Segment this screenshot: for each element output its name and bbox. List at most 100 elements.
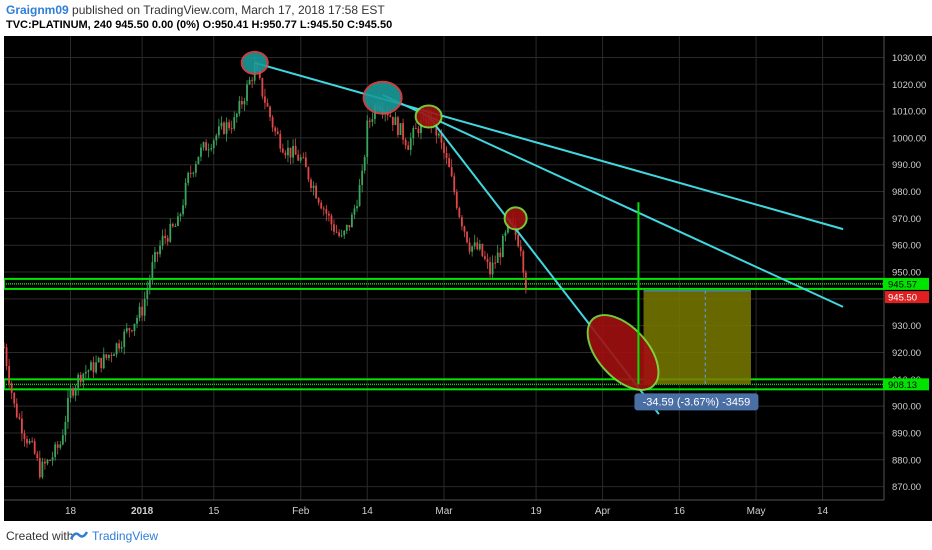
candle-body (225, 122, 228, 134)
publish-line: Graignm09 published on TradingView.com, … (6, 3, 385, 17)
candle-body (128, 328, 131, 331)
candle-body (466, 231, 468, 243)
candle-body (28, 440, 31, 444)
level-label: 908.13 (888, 380, 917, 391)
candle-body (491, 262, 494, 275)
candle-body (517, 234, 520, 247)
candle-body (304, 157, 307, 168)
candle-body (455, 192, 458, 208)
x-tick-label: 14 (817, 506, 829, 517)
candle-body (223, 122, 225, 134)
highlight-ellipse[interactable] (240, 50, 269, 75)
candle-body (59, 444, 62, 448)
candle-body (166, 238, 169, 242)
highlight-ellipse[interactable] (574, 302, 671, 402)
candle-body (437, 133, 440, 136)
trendline[interactable] (382, 94, 844, 308)
last-price-label: 945.50 (888, 293, 917, 304)
candle-body (333, 224, 335, 232)
candle-body (299, 157, 302, 161)
tradingview-brand-link[interactable]: TradingView (92, 529, 159, 543)
candle-body (269, 106, 271, 118)
candle-body (366, 120, 369, 158)
x-tick-label: 18 (65, 506, 77, 517)
candle-body (4, 347, 5, 349)
candle-body (320, 202, 323, 209)
candle-body (33, 441, 36, 454)
candle-body (5, 347, 8, 366)
candle-body (164, 235, 167, 239)
header: Graignm09 published on TradingView.com, … (0, 0, 932, 36)
candle-body (143, 298, 146, 316)
candle-body (212, 140, 215, 149)
candle-body (391, 116, 394, 126)
candle-body (233, 117, 236, 129)
y-tick-label: 980.00 (892, 187, 921, 198)
candle-body (484, 256, 486, 260)
candle-body (207, 149, 210, 151)
candle-body (412, 128, 415, 139)
candle-body (294, 146, 297, 155)
highlight-ellipse[interactable] (503, 206, 528, 231)
symbol-info-line: TVC:PLATINUM, 240 945.50 0.00 (0%) O:950… (6, 19, 393, 31)
candle-body (184, 182, 187, 206)
support-band[interactable] (4, 277, 885, 290)
x-tick-label: 14 (362, 506, 374, 517)
candle-body (115, 343, 118, 355)
candle-body (335, 231, 338, 233)
candle-body (23, 433, 26, 440)
candle-body (414, 128, 417, 130)
trendline[interactable] (254, 61, 844, 231)
candle-body (345, 224, 348, 231)
y-tick-label: 950.00 (892, 268, 921, 279)
candle-body (194, 164, 197, 173)
candle-body (397, 117, 399, 135)
candle-body (202, 142, 205, 148)
candle-body (235, 113, 238, 118)
author-link[interactable]: Graignm09 (6, 3, 69, 17)
candle-body (287, 147, 289, 156)
chart-area[interactable]: 870.00880.00890.00900.00910.00920.00930.… (4, 36, 932, 521)
candle-body (264, 96, 266, 103)
support-band[interactable] (4, 378, 885, 391)
x-tick-label: May (747, 506, 766, 517)
candle-body (420, 120, 422, 134)
candle-body (31, 440, 34, 442)
candle-body (210, 148, 213, 150)
candle-body (279, 133, 282, 149)
x-tick-label: Feb (292, 506, 310, 517)
candle-body (131, 330, 133, 332)
candle-body (64, 421, 67, 436)
candle-body (445, 153, 448, 159)
candle-body (258, 70, 261, 79)
candle-body (251, 79, 254, 81)
candle-body (368, 120, 371, 122)
created-with-label: Created with (6, 529, 74, 543)
candle-body (187, 172, 190, 183)
candle-body (154, 252, 156, 263)
candle-body (338, 232, 341, 236)
candle-body (307, 167, 310, 180)
candle-body (69, 388, 72, 398)
measure-label: -34.59 (-3.67%) -3459 (643, 396, 751, 408)
candle-body (340, 235, 343, 237)
candle-body (453, 176, 456, 193)
candle-body (310, 179, 312, 188)
price-chart[interactable]: 870.00880.00890.00900.00910.00920.00930.… (4, 36, 932, 521)
candle-body (358, 184, 361, 207)
candle-body (468, 242, 471, 252)
candle-body (100, 357, 103, 369)
candle-body (461, 217, 463, 227)
candle-body (284, 152, 287, 156)
highlight-ellipse[interactable] (362, 80, 403, 115)
target-box[interactable] (643, 290, 751, 385)
highlight-ellipse[interactable] (414, 104, 443, 129)
candle-body (15, 403, 18, 418)
candle-body (102, 354, 105, 369)
candle-body (125, 328, 128, 332)
candle-body (136, 317, 138, 324)
candle-body (156, 252, 159, 255)
candle-body (496, 252, 499, 263)
y-tick-label: 1030.00 (892, 53, 926, 64)
candle-body (197, 156, 200, 165)
